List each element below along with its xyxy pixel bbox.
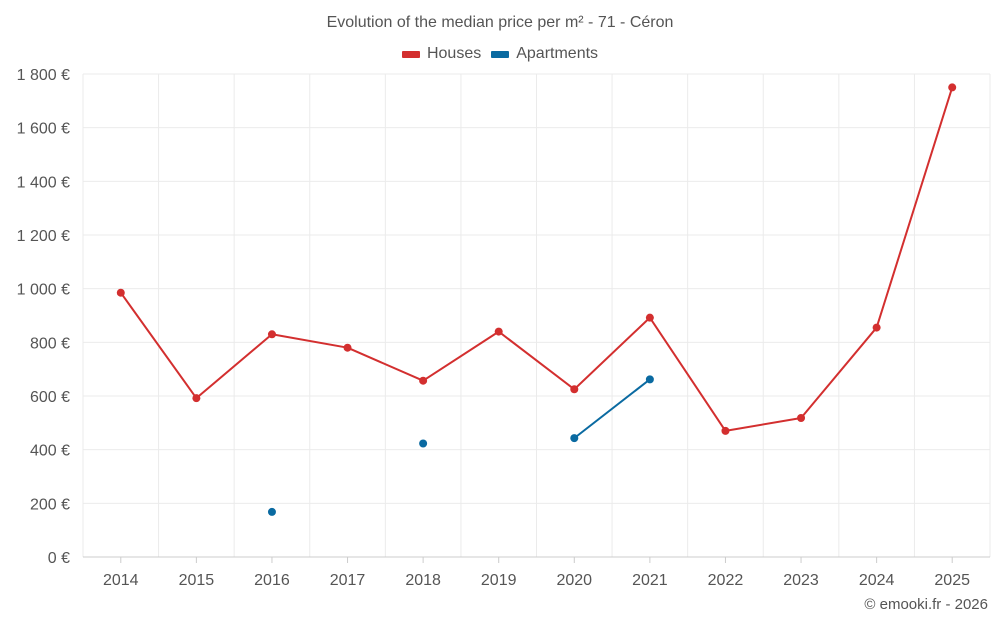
legend-label-apartments: Apartments [516, 45, 599, 62]
data-point-houses [570, 385, 579, 394]
series-line-houses [195, 333, 273, 400]
x-tick-label: 2024 [859, 572, 895, 589]
y-tick-label: 1 000 € [17, 282, 70, 299]
legend-swatch-apartments [491, 50, 510, 58]
data-point-houses [419, 376, 428, 385]
credit-text: © emooki.fr - 2026 [864, 596, 988, 613]
data-point-houses [948, 83, 957, 92]
series-line-houses [119, 291, 198, 400]
x-tick-label: 2025 [934, 572, 970, 589]
y-tick-label: 1 600 € [17, 121, 70, 138]
data-point-apartments [267, 507, 276, 516]
x-tick-label: 2016 [254, 572, 290, 589]
legend-item-houses[interactable]: Houses [401, 45, 482, 63]
data-point-apartments [645, 375, 654, 384]
legend-swatch-houses [401, 50, 420, 58]
legend-label-houses: Houses [426, 45, 482, 62]
series-line-houses [800, 326, 878, 420]
data-point-houses [267, 330, 276, 339]
series-line-houses [497, 330, 576, 391]
data-point-apartments [570, 434, 579, 443]
series-line-houses [875, 86, 954, 329]
data-point-houses [343, 343, 352, 352]
series-line-houses [724, 417, 803, 432]
x-tick-label: 2022 [708, 572, 744, 589]
y-tick-label: 1 800 € [17, 67, 70, 84]
data-point-houses [192, 394, 201, 403]
x-tick-label: 2014 [103, 572, 139, 589]
y-tick-label: 400 € [30, 443, 70, 460]
x-tick-label: 2015 [179, 572, 215, 589]
data-point-houses [645, 313, 654, 322]
x-tick-label: 2021 [632, 572, 668, 589]
series-line-houses [648, 316, 727, 432]
data-point-apartments [419, 439, 428, 448]
data-point-houses [872, 323, 881, 332]
x-tick-label: 2020 [556, 572, 592, 589]
series-line-apartments [573, 378, 651, 440]
y-tick-label: 600 € [30, 389, 70, 406]
x-tick-label: 2018 [405, 572, 441, 589]
data-point-houses [494, 327, 503, 336]
data-point-houses [116, 288, 125, 297]
series-line-houses [573, 316, 651, 391]
x-tick-label: 2017 [330, 572, 366, 589]
series-line-houses [422, 330, 500, 382]
y-tick-label: 200 € [30, 496, 70, 513]
x-tick-label: 2019 [481, 572, 517, 589]
x-tick-label: 2023 [783, 572, 819, 589]
series-line-houses [346, 346, 425, 382]
series-line-houses [270, 333, 349, 349]
data-point-houses [797, 414, 806, 423]
legend-item-apartments[interactable]: Apartments [491, 45, 598, 63]
y-tick-label: 0 € [48, 550, 70, 567]
y-tick-label: 1 200 € [17, 228, 70, 245]
y-tick-label: 800 € [30, 335, 70, 352]
chart-title: Evolution of the median price per m² - 7… [326, 14, 674, 31]
legend: Houses Apartments [0, 45, 1000, 63]
y-tick-label: 1 400 € [17, 174, 70, 191]
data-point-houses [721, 426, 730, 435]
